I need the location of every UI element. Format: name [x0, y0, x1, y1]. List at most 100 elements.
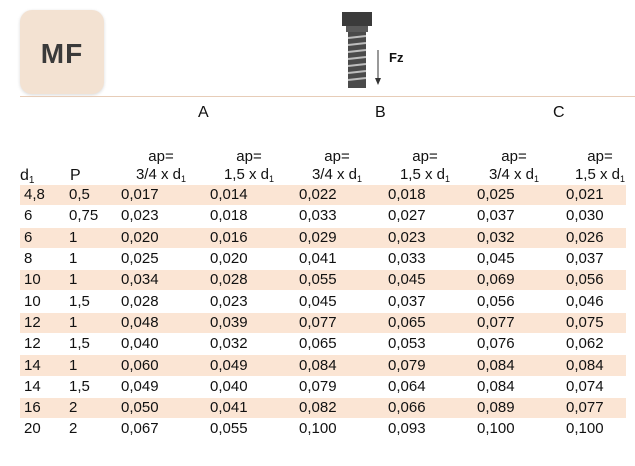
cell-value: 0,050 [117, 397, 206, 420]
cell-value: 0,034 [117, 269, 206, 292]
cell-p: 1 [65, 248, 117, 271]
cell-value: 0,048 [117, 312, 206, 335]
cell-value: 0,041 [295, 248, 384, 271]
cell-value: 0,020 [117, 227, 206, 249]
cutting-data-table: 4,8 0,5 0,017 0,014 0,022 0,018 0,025 0,021 6 0,7… [20, 185, 626, 441]
cell-value: 0,056 [562, 269, 626, 292]
cell-value: 0,055 [206, 418, 295, 441]
cell-value: 0,069 [473, 269, 562, 292]
group-b-label: B [375, 104, 386, 121]
cell-p: 0,5 [65, 185, 117, 207]
fz-label: Fz [389, 50, 404, 65]
cell-value: 0,089 [473, 397, 562, 420]
cell-value: 0,037 [384, 290, 473, 313]
cell-value: 0,065 [384, 312, 473, 335]
cell-value: 0,032 [473, 227, 562, 249]
cell-value: 0,037 [562, 248, 626, 271]
cell-value: 0,100 [562, 418, 626, 441]
cell-p: 0,75 [65, 205, 117, 228]
cell-p: 2 [65, 397, 117, 420]
cell-value: 0,026 [562, 227, 626, 249]
cell-value: 0,018 [384, 185, 473, 207]
cell-value: 0,014 [206, 185, 295, 207]
cell-value: 0,032 [206, 333, 295, 356]
cell-value: 0,055 [295, 269, 384, 292]
group-a-label: A [198, 104, 209, 121]
cell-value: 0,045 [473, 248, 562, 271]
table-row: 14 1 0,060 0,049 0,084 0,079 0,084 0,084 [20, 354, 626, 377]
cell-value: 0,084 [562, 354, 626, 377]
cell-value: 0,079 [295, 376, 384, 398]
table-row: 20 2 0,067 0,055 0,100 0,093 0,100 0,100 [20, 418, 626, 441]
table-row: 6 0,75 0,023 0,018 0,033 0,027 0,037 0,030 [20, 205, 626, 228]
header-a-small: ap= 3/4 x d1 [135, 148, 187, 184]
header-b-large: ap= 1,5 x d1 [399, 148, 451, 184]
cell-value: 0,033 [295, 205, 384, 228]
cell-value: 0,077 [473, 312, 562, 335]
cell-d1: 16 [20, 397, 65, 420]
cell-value: 0,037 [473, 205, 562, 228]
cell-value: 0,065 [295, 333, 384, 356]
cell-value: 0,084 [473, 376, 562, 398]
cell-value: 0,084 [295, 354, 384, 377]
cell-value: 0,020 [206, 248, 295, 271]
cell-value: 0,046 [562, 290, 626, 313]
header-p: P [70, 167, 81, 184]
cell-value: 0,067 [117, 418, 206, 441]
cell-value: 0,025 [473, 185, 562, 207]
cell-d1: 8 [20, 248, 65, 271]
cell-d1: 10 [20, 269, 65, 292]
cell-value: 0,040 [206, 376, 295, 398]
cell-value: 0,100 [295, 418, 384, 441]
table-row: 12 1 0,048 0,039 0,077 0,065 0,077 0,075 [20, 312, 626, 335]
header-c-small: ap= 3/4 x d1 [488, 148, 540, 184]
cell-d1: 14 [20, 354, 65, 377]
cell-d1: 12 [20, 312, 65, 335]
cell-value: 0,077 [562, 397, 626, 420]
cell-value: 0,077 [295, 312, 384, 335]
cell-p: 2 [65, 418, 117, 441]
table-row: 4,8 0,5 0,017 0,014 0,022 0,018 0,025 0,021 [20, 185, 626, 207]
cell-value: 0,039 [206, 312, 295, 335]
cell-value: 0,040 [117, 333, 206, 356]
table-row: 12 1,5 0,040 0,032 0,065 0,053 0,076 0,062 [20, 333, 626, 356]
cell-p: 1 [65, 227, 117, 249]
cell-value: 0,045 [384, 269, 473, 292]
cell-d1: 12 [20, 333, 65, 356]
table-row: 16 2 0,050 0,041 0,082 0,066 0,089 0,077 [20, 397, 626, 420]
cell-value: 0,084 [473, 354, 562, 377]
cell-p: 1 [65, 269, 117, 292]
cell-d1: 6 [20, 227, 65, 249]
cell-d1: 20 [20, 418, 65, 441]
cell-value: 0,016 [206, 227, 295, 249]
cell-value: 0,027 [384, 205, 473, 228]
cell-value: 0,023 [384, 227, 473, 249]
table-row: 8 1 0,025 0,020 0,041 0,033 0,045 0,037 [20, 248, 626, 271]
cell-value: 0,053 [384, 333, 473, 356]
cell-value: 0,021 [562, 185, 626, 207]
table-row: 10 1,5 0,028 0,023 0,045 0,037 0,056 0,046 [20, 290, 626, 313]
cell-value: 0,030 [562, 205, 626, 228]
cell-p: 1 [65, 312, 117, 335]
cell-value: 0,093 [384, 418, 473, 441]
cell-d1: 10 [20, 290, 65, 313]
group-c-label: C [553, 104, 565, 121]
cell-value: 0,082 [295, 397, 384, 420]
cell-value: 0,062 [562, 333, 626, 356]
cell-d1: 14 [20, 376, 65, 398]
cell-value: 0,028 [117, 290, 206, 313]
cell-value: 0,022 [295, 185, 384, 207]
cell-value: 0,075 [562, 312, 626, 335]
cell-value: 0,076 [473, 333, 562, 356]
cell-value: 0,029 [295, 227, 384, 249]
cell-p: 1 [65, 354, 117, 377]
thread-mill-illustration: Fz [338, 12, 424, 88]
header-d1: d1 [20, 167, 35, 186]
cell-p: 1,5 [65, 376, 117, 398]
table-row: 6 1 0,020 0,016 0,029 0,023 0,032 0,026 [20, 227, 626, 249]
cell-value: 0,025 [117, 248, 206, 271]
cell-value: 0,056 [473, 290, 562, 313]
cell-value: 0,100 [473, 418, 562, 441]
thread-mill-icon [338, 12, 424, 88]
cell-value: 0,079 [384, 354, 473, 377]
